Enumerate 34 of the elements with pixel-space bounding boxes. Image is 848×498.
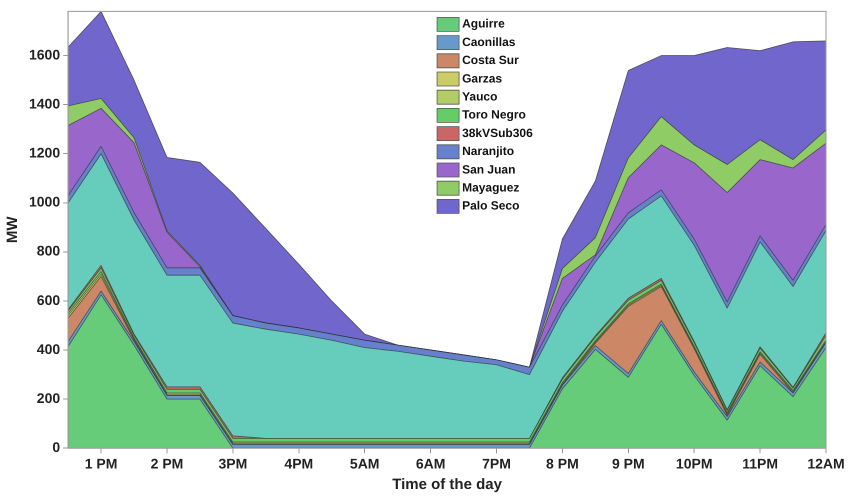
legend-label: Caonillas xyxy=(462,34,516,49)
legend-label: San Juan xyxy=(462,162,516,176)
legend-label: Aguirre xyxy=(462,16,506,31)
x-tick-label: 2 PM xyxy=(150,455,184,472)
y-tick-label: 600 xyxy=(36,292,60,308)
x-tick-label: 3PM xyxy=(218,455,248,472)
y-tick-label: 1600 xyxy=(28,46,60,62)
x-tick-label: 5AM xyxy=(350,455,380,472)
legend-label: Mayaguez xyxy=(462,180,520,195)
x-tick-label: 1 PM xyxy=(84,455,118,472)
y-tick-label: 800 xyxy=(36,242,60,259)
x-tick-label: 9 PM xyxy=(612,455,645,472)
y-tick-label: 1000 xyxy=(28,194,60,210)
legend-label: Garzas xyxy=(462,71,502,86)
x-tick-label: 8 PM xyxy=(546,455,579,472)
y-tick-label: 1200 xyxy=(28,144,60,161)
legend-label: Naranjito xyxy=(462,144,514,158)
x-axis-title: Time of the day xyxy=(392,476,503,494)
y-tick-label: 200 xyxy=(36,390,60,406)
legend-label: Toro Negro xyxy=(462,108,526,122)
legend-label: Palo Seco xyxy=(462,198,520,213)
x-tick-label: 4PM xyxy=(284,455,314,472)
legend-label: 38kVSub306 xyxy=(462,126,534,140)
x-tick-label: 10PM xyxy=(676,455,712,472)
x-tick-label: 11PM xyxy=(742,455,778,472)
x-tick-label: 12AM xyxy=(807,455,845,472)
x-tick-label: 7PM xyxy=(482,455,511,472)
x-tick-label: 6AM xyxy=(416,455,446,472)
y-tick-label: 1400 xyxy=(28,96,60,112)
y-tick-label: 400 xyxy=(36,340,60,357)
y-tick-label: 0 xyxy=(52,439,60,456)
y-axis-title: MW xyxy=(4,216,22,244)
legend-label: Costa Sur xyxy=(462,53,520,68)
legend-label: Yauco xyxy=(462,90,498,104)
